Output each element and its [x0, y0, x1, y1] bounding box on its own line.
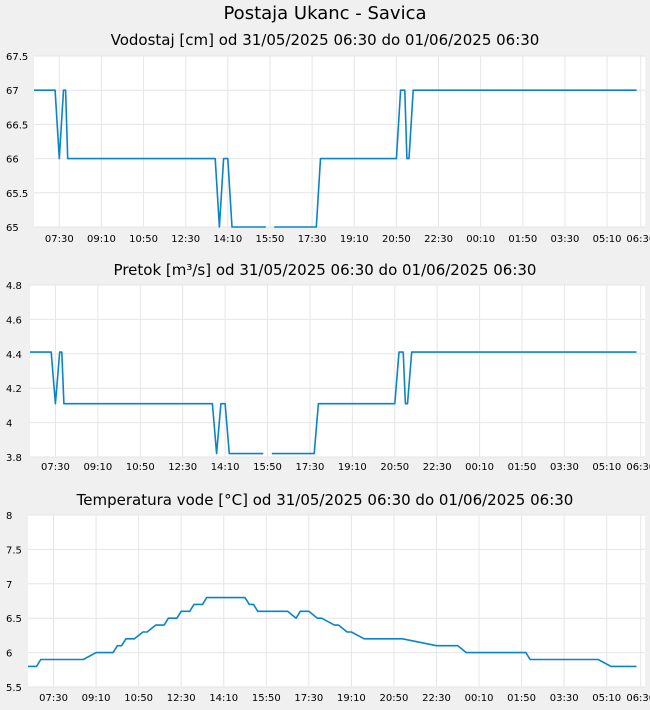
x-tick-label: 03:30	[551, 234, 580, 245]
x-tick-label: 01:50	[508, 462, 537, 473]
x-tick-label: 17:30	[294, 693, 323, 704]
x-tick-label: 20:50	[382, 234, 411, 245]
y-tick-label: 4.2	[6, 384, 22, 395]
y-tick-label: 5.5	[6, 683, 22, 694]
x-tick-label: 05:10	[592, 462, 621, 473]
x-tick-label: 09:10	[82, 693, 111, 704]
x-tick-label: 10:50	[129, 234, 158, 245]
x-tick-label: 19:10	[340, 234, 369, 245]
x-tick-label: 22:30	[422, 693, 451, 704]
x-tick-label: 17:30	[298, 234, 327, 245]
y-tick-label: 8	[6, 511, 12, 522]
series-line-3-1	[28, 596, 637, 668]
x-tick-label: 19:10	[337, 693, 366, 704]
y-tick-label: 67.5	[6, 52, 28, 63]
y-tick-label: 66	[6, 155, 19, 166]
x-tick-label: 10:50	[124, 693, 153, 704]
x-tick-label: 14:10	[209, 693, 238, 704]
x-tick-label: 12:30	[167, 693, 196, 704]
x-tick-label: 15:50	[252, 693, 281, 704]
x-tick-label: 07:30	[41, 462, 70, 473]
x-tick-label: 12:30	[171, 234, 200, 245]
page-title: Postaja Ukanc - Savica	[223, 3, 427, 24]
x-tick-label: 10:50	[126, 462, 155, 473]
y-tick-label: 4.6	[6, 315, 22, 326]
x-tick-label: 00:10	[465, 462, 494, 473]
x-tick-label: 22:30	[423, 462, 452, 473]
plot-area-2	[30, 285, 645, 457]
series-line-2-1	[30, 351, 264, 455]
y-tick-label: 7	[6, 580, 12, 591]
y-tick-label: 6	[6, 649, 12, 660]
y-tick-label: 3.8	[6, 453, 22, 464]
x-tick-label: 05:10	[592, 693, 621, 704]
x-tick-label: 19:10	[338, 462, 367, 473]
x-tick-label: 09:10	[83, 462, 112, 473]
x-tick-label: 20:50	[380, 462, 409, 473]
x-tick-label: 01:50	[508, 234, 537, 245]
x-tick-label: 17:30	[296, 462, 325, 473]
x-tick-label: 15:50	[253, 462, 282, 473]
y-tick-label: 6.5	[6, 614, 22, 625]
y-tick-label: 67	[6, 86, 19, 97]
y-tick-label: 4	[6, 419, 12, 430]
series-line-1-1	[34, 89, 266, 228]
y-tick-label: 65	[6, 223, 19, 234]
x-tick-label: 00:10	[466, 234, 495, 245]
x-tick-label: 06:30	[626, 462, 650, 473]
x-tick-label: 07:30	[45, 234, 74, 245]
x-tick-label: 06:30	[626, 693, 650, 704]
chart-title: Vodostaj [cm] od 31/05/2025 06:30 do 01/…	[111, 31, 540, 49]
series-line-2-2	[271, 351, 637, 455]
x-tick-label: 00:10	[465, 693, 494, 704]
x-tick-label: 22:30	[424, 234, 453, 245]
x-tick-label: 12:30	[168, 462, 197, 473]
y-tick-label: 7.5	[6, 545, 22, 556]
x-tick-label: 14:10	[211, 462, 240, 473]
x-tick-label: 06:30	[626, 234, 650, 245]
y-tick-label: 65.5	[6, 189, 28, 200]
x-tick-label: 03:30	[550, 462, 579, 473]
chart-title: Temperatura vode [°C] od 31/05/2025 06:3…	[76, 491, 574, 509]
x-tick-label: 15:50	[256, 234, 285, 245]
x-tick-label: 20:50	[380, 693, 409, 704]
y-tick-label: 66.5	[6, 120, 28, 131]
chart-title: Pretok [m³/s] od 31/05/2025 06:30 do 01/…	[114, 261, 537, 279]
x-tick-label: 05:10	[593, 234, 622, 245]
y-tick-label: 4.4	[6, 350, 22, 361]
x-tick-label: 03:30	[550, 693, 579, 704]
x-tick-label: 07:30	[39, 693, 68, 704]
y-tick-label: 4.8	[6, 281, 22, 292]
series-line-1-2	[274, 89, 637, 228]
x-tick-label: 09:10	[87, 234, 116, 245]
x-tick-label: 14:10	[213, 234, 242, 245]
plot-area-3	[28, 515, 645, 687]
plot-area-1	[34, 56, 645, 227]
x-tick-label: 01:50	[507, 693, 536, 704]
